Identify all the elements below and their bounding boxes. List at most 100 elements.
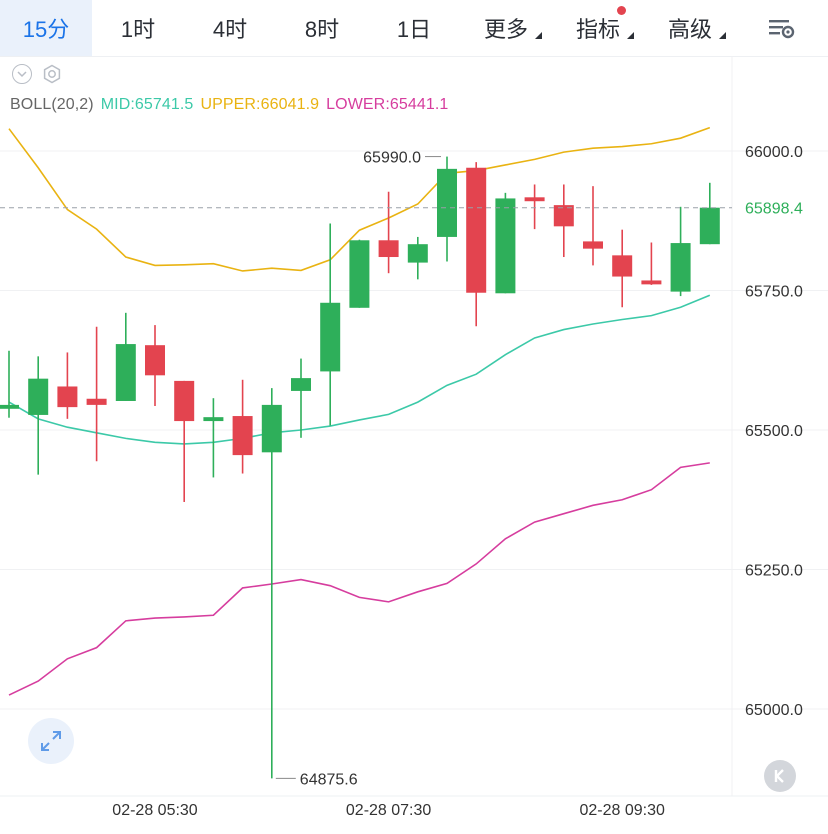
sliders-gear-icon (769, 20, 795, 39)
candle (641, 242, 662, 285)
tab-label: 1日 (396, 17, 432, 42)
candle (699, 182, 720, 245)
y-tick-label: 65000.0 (745, 702, 803, 719)
candle-body (203, 417, 224, 422)
tab-label: 1时 (120, 17, 156, 42)
candle (0, 350, 19, 418)
candle-body (57, 386, 78, 408)
candle-body (495, 198, 516, 294)
chevron-circle-icon[interactable] (12, 64, 32, 84)
candle-body (407, 244, 428, 263)
last-price-label: 65898.4 (745, 201, 803, 218)
dropdown-triangle-icon (627, 32, 634, 39)
x-tick-label: 02-28 07:30 (346, 802, 432, 819)
y-tick-label: 65750.0 (745, 284, 803, 301)
tab-label: 4时 (212, 17, 248, 42)
expand-button[interactable] (28, 718, 74, 764)
candle-body (232, 416, 253, 456)
candle-body (466, 167, 487, 293)
tab-15m[interactable]: 15分 (0, 0, 92, 56)
candle-body (641, 280, 662, 285)
x-tick-label: 02-28 09:30 (579, 802, 665, 819)
tab-indicators[interactable]: 指标 (552, 0, 644, 56)
candle-body (699, 207, 720, 245)
tab-4h[interactable]: 4时 (184, 0, 276, 56)
candle-body (437, 168, 457, 237)
candle (407, 236, 428, 280)
candle (553, 184, 574, 258)
candle-body (291, 378, 311, 391)
y-tick-label: 65250.0 (745, 563, 803, 580)
tab-1h[interactable]: 1时 (92, 0, 184, 56)
candle (670, 206, 691, 297)
candle-body (583, 241, 603, 249)
candle (612, 229, 633, 308)
x-tick-label: 02-28 05:30 (112, 802, 198, 819)
candle (115, 312, 136, 401)
tab-label: 8时 (304, 17, 340, 42)
expand-arrows-icon (41, 731, 61, 751)
candle-body (349, 240, 370, 308)
tab-label: 指标 (575, 17, 620, 42)
notification-dot (617, 6, 626, 15)
tab-label: 更多 (483, 17, 528, 42)
tab-1d[interactable]: 1日 (368, 0, 460, 56)
chart-controls (12, 64, 62, 84)
candle-body (378, 240, 399, 258)
chart-settings-button[interactable] (736, 0, 828, 56)
candle (524, 184, 545, 230)
candle (86, 326, 107, 462)
candle (203, 398, 224, 478)
candle-body (86, 398, 107, 405)
tab-advanced[interactable]: 高级 (644, 0, 736, 56)
candle-body (261, 404, 282, 453)
max-price-label: 65990.0 (363, 150, 421, 167)
candle-body (115, 344, 136, 401)
candle (437, 156, 457, 262)
candle (349, 239, 370, 308)
boll-lower-value: LOWER:65441.1 (326, 96, 449, 113)
candle (495, 192, 516, 294)
k-logo-icon (774, 769, 784, 783)
candle-body (553, 205, 574, 227)
boll-upper-line (8, 126, 711, 272)
candle-body (0, 404, 19, 409)
boll-mid-line (8, 294, 711, 445)
timeframe-tabbar: 15分 1时 4时 8时 1日 更多 指标 高级 (0, 0, 828, 57)
boll-indicator-line: BOLL(20,2) MID:65741.5 UPPER:66041.9 LOWER:… (10, 96, 455, 114)
candle (232, 379, 253, 474)
candle (466, 162, 487, 327)
candle-body (670, 243, 691, 292)
candle-body (28, 378, 49, 415)
y-tick-label: 65500.0 (745, 423, 803, 440)
candle (28, 356, 49, 475)
boll-name: BOLL(20,2) (10, 96, 94, 113)
boll-upper-value: UPPER:66041.9 (200, 96, 320, 113)
candle (145, 325, 165, 407)
candle (291, 358, 311, 438)
tab-label: 15分 (22, 17, 70, 42)
candle-body (612, 255, 633, 277)
k-logo-button[interactable] (764, 760, 796, 792)
candle-body (174, 380, 195, 422)
candle (261, 388, 282, 779)
candle-body (524, 197, 545, 202)
tab-more[interactable]: 更多 (460, 0, 552, 56)
gear-icon[interactable] (42, 64, 62, 84)
boll-lower-line (8, 462, 710, 696)
tab-8h[interactable]: 8时 (276, 0, 368, 56)
y-tick-label: 66000.0 (745, 144, 803, 161)
dropdown-triangle-icon (719, 32, 726, 39)
tab-label: 高级 (667, 17, 712, 42)
candle (320, 223, 341, 426)
boll-mid-value: MID:65741.5 (100, 96, 194, 113)
candle (378, 191, 399, 274)
dropdown-triangle-icon (535, 32, 542, 39)
candle (57, 352, 78, 419)
candle (583, 186, 603, 266)
candle (174, 380, 195, 502)
min-price-label: 64875.6 (300, 771, 358, 788)
candle-body (145, 345, 165, 376)
candle-body (320, 302, 341, 372)
